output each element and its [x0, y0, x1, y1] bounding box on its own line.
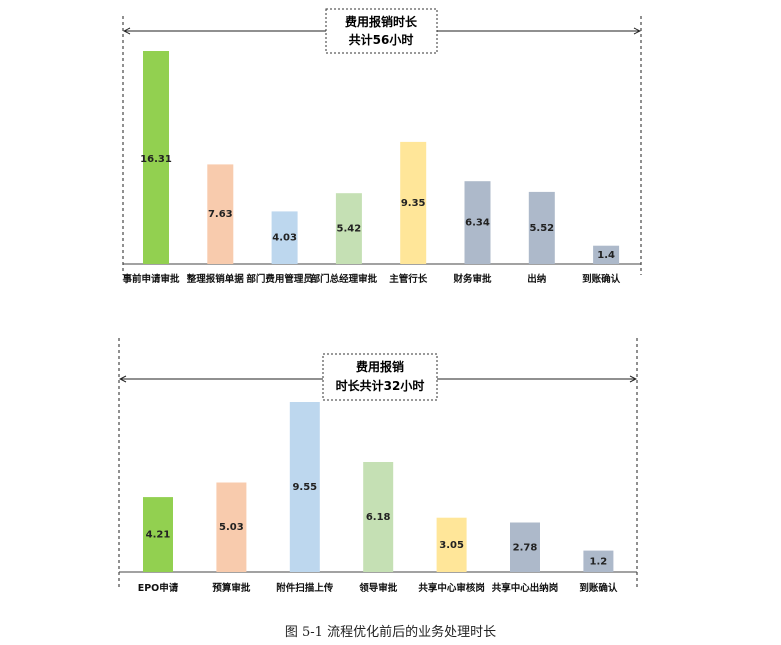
chart-1: 费用报销时长 共计56小时 16.31 事前申请审批 7.63 整理报销单据 4.03 部…: [122, 8, 642, 285]
chart-1-bar: [464, 181, 491, 264]
chart-1-category-label: 部门总经理审批: [311, 273, 378, 285]
chart-2-category-label: 共享中心审核岗: [418, 582, 485, 594]
chart-2-category-label: EPO申请: [138, 582, 179, 594]
chart-2-category-label: 到账确认: [579, 582, 618, 594]
chart-2: 费用报销 时长共计32小时 4.21 EPO申请 5.03 预算审批 9.55 附件扫描上…: [118, 338, 638, 594]
chart-1-value-label: 5.52: [529, 223, 554, 234]
chart-1-category-label: 整理报销单据: [186, 273, 245, 285]
chart-1-bars: 16.31 事前申请审批 7.63 整理报销单据 4.03 部门费用管理员 5.42 部门总经…: [122, 51, 621, 285]
chart-1-subtitle: 共计56小时: [349, 32, 414, 47]
chart-1-category-label: 出纳: [527, 273, 546, 285]
chart-2-title: 费用报销: [356, 359, 404, 374]
chart-1-category-label: 事前申请审批: [122, 273, 180, 285]
chart-1-category-label: 主管行长: [389, 273, 428, 285]
chart-1-value-label: 1.4: [597, 250, 615, 261]
chart-2-category-label: 附件扫描上传: [276, 582, 334, 594]
chart-2-bar: [216, 482, 247, 572]
chart-2-subtitle: 时长共计32小时: [336, 378, 425, 393]
chart-1-bar: [207, 164, 234, 264]
chart-1-bar: [143, 51, 169, 264]
chart-2-category-label: 领导审批: [359, 582, 398, 594]
chart-1-value-label: 9.35: [401, 198, 426, 209]
chart-1-title: 费用报销时长: [345, 14, 418, 29]
chart-2-value-label: 3.05: [439, 540, 464, 551]
chart-1-value-label: 16.31: [140, 154, 172, 165]
chart-2-bar: [363, 462, 394, 572]
chart-2-bar: [510, 522, 540, 572]
chart-1-bar: [528, 191, 555, 264]
chart-2-title-box: [322, 353, 438, 401]
chart-1-bar: [271, 211, 298, 264]
chart-1-value-label: 5.42: [337, 224, 362, 235]
chart-1-category-label: 部门费用管理员: [246, 273, 313, 285]
chart-1-bar: [335, 193, 362, 264]
chart-1-bar: [593, 245, 620, 264]
chart-1-value-label: 7.63: [208, 209, 233, 220]
chart-1-category-label: 财务审批: [452, 273, 492, 285]
chart-2-category-label: 预算审批: [212, 582, 251, 594]
chart-2-value-label: 1.2: [590, 556, 608, 567]
chart-1-bar: [400, 141, 427, 264]
chart-2-bar: [436, 517, 467, 572]
chart-2-category-label: 共享中心出纳岗: [492, 582, 559, 594]
chart-2-value-label: 4.21: [146, 530, 171, 541]
chart-2-bar: [289, 402, 320, 572]
chart-1-value-label: 4.03: [272, 233, 297, 244]
chart-2-value-label: 6.18: [366, 512, 391, 523]
chart-1-category-label: 到账确认: [582, 273, 621, 285]
figure-caption: 图 5-1 流程优化前后的业务处理时长: [284, 625, 497, 640]
chart-2-value-label: 9.55: [292, 482, 317, 493]
chart-2-bar: [583, 550, 614, 572]
chart-2-bars: 4.21 EPO申请 5.03 预算审批 9.55 附件扫描上传 6.18 领导审批 3.05 共…: [138, 402, 618, 594]
chart-1-value-label: 6.34: [465, 218, 490, 229]
chart-2-value-label: 2.78: [513, 542, 538, 553]
chart-2-bar: [143, 497, 173, 572]
chart-1-title-box: [325, 8, 438, 54]
chart-2-value-label: 5.03: [219, 522, 244, 533]
